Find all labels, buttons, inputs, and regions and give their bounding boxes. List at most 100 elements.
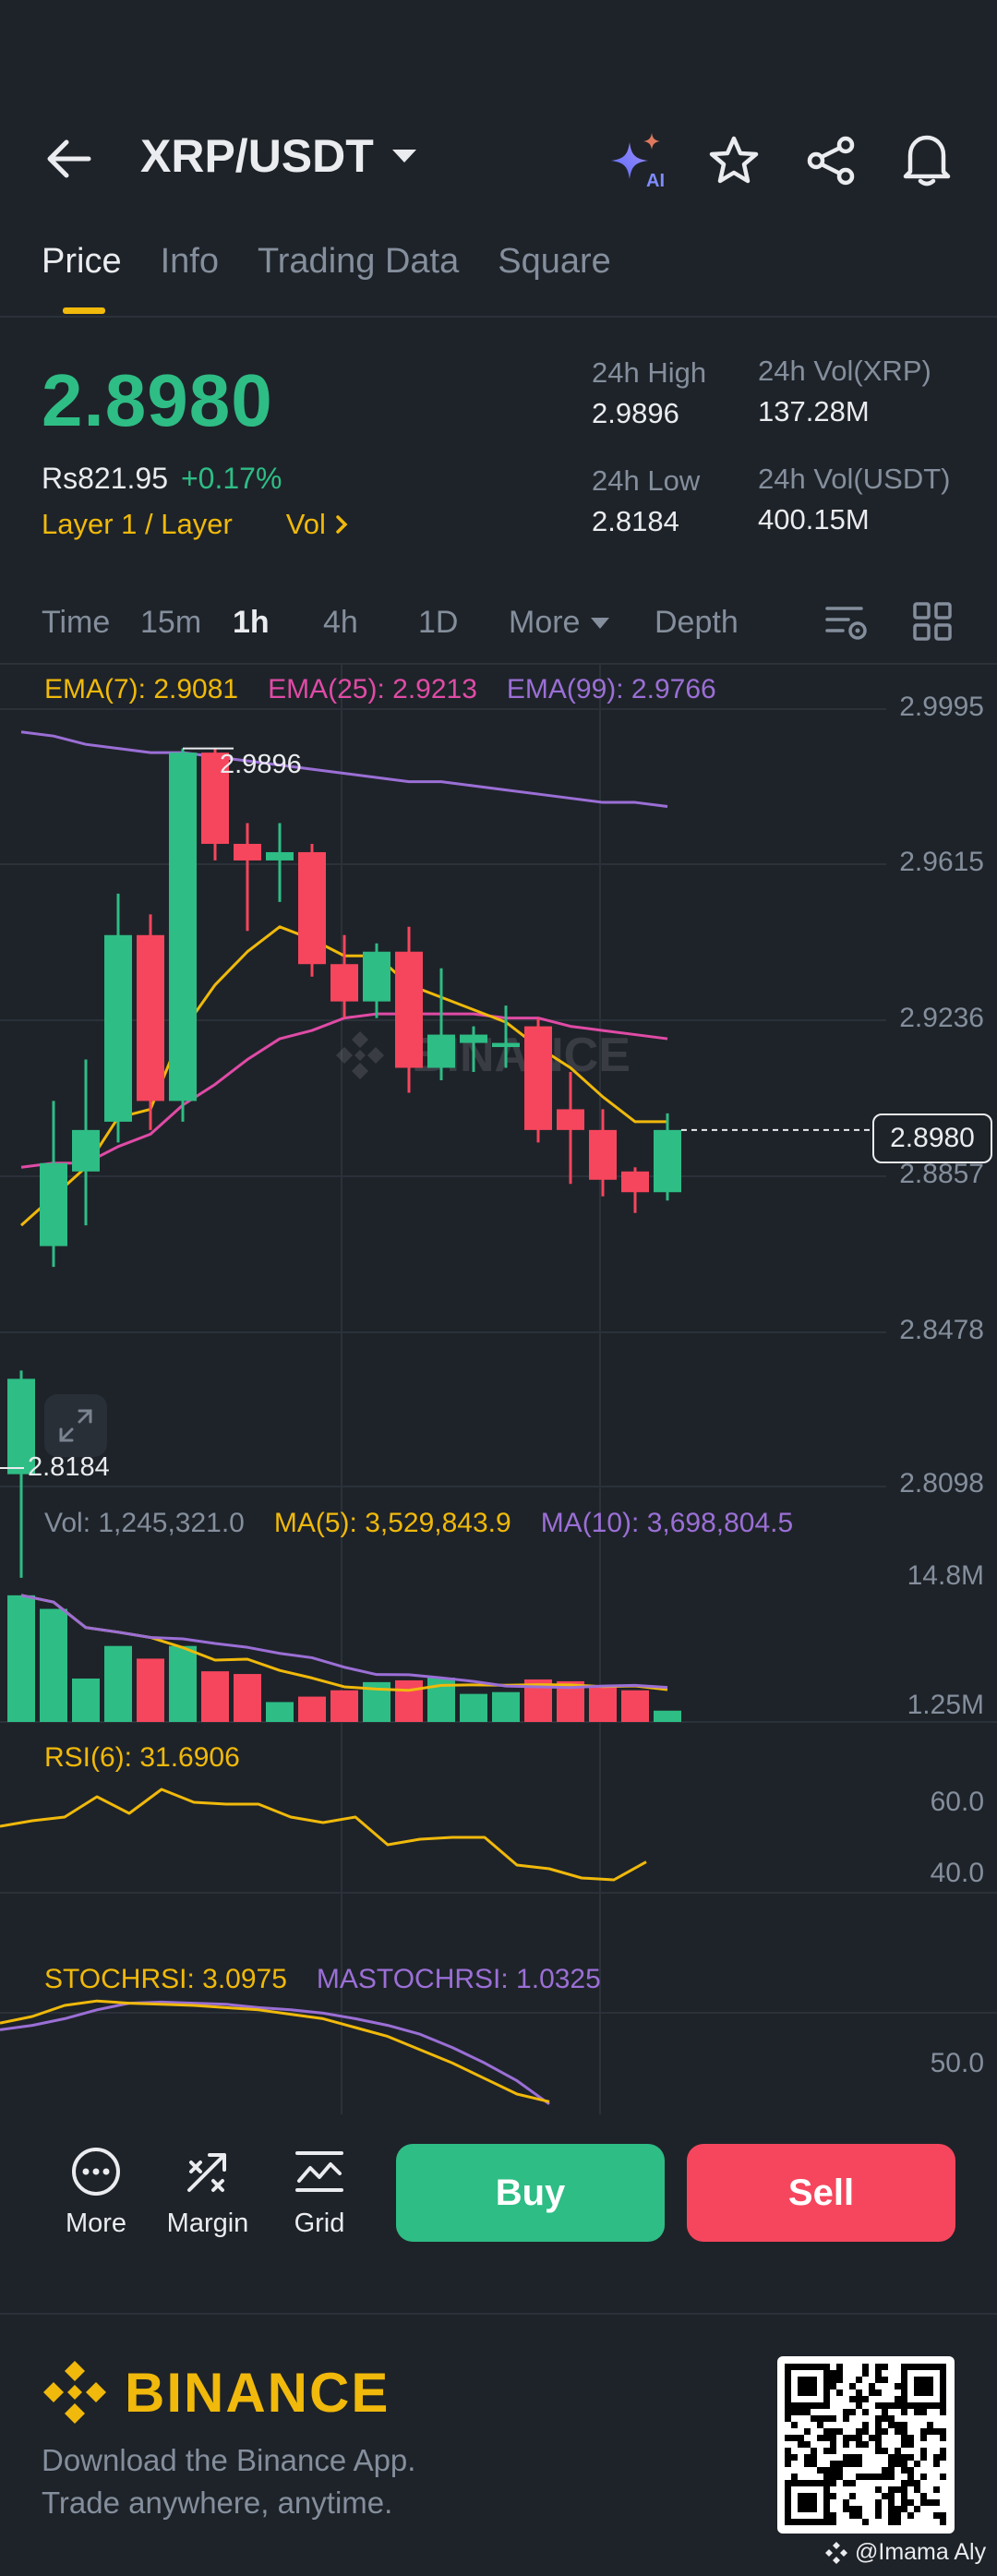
share-button[interactable] <box>805 135 857 187</box>
qr-module <box>849 2435 856 2441</box>
timeframe-4h[interactable]: 4h <box>323 605 358 640</box>
tab-info[interactable]: Info <box>160 242 219 281</box>
alert-button[interactable] <box>901 131 953 187</box>
footer-brand: BINANCE <box>42 2359 390 2426</box>
timeframe-more[interactable]: More <box>509 605 611 641</box>
qr-module <box>882 2428 888 2435</box>
volume-bar <box>492 1691 520 1722</box>
qr-module <box>849 2396 856 2402</box>
candle-body <box>7 1378 35 1475</box>
last-price: 2.8980 <box>42 359 273 441</box>
stochrsi-lines <box>0 1999 550 2106</box>
qr-module <box>785 2448 791 2454</box>
candle-body <box>460 1034 487 1043</box>
tab-price[interactable]: Price <box>42 242 122 281</box>
timeframe-1h[interactable]: 1h <box>233 605 270 640</box>
axis-label: 2.8478 <box>899 1315 984 1345</box>
qr-module <box>888 2402 895 2409</box>
depth-tab[interactable]: Depth <box>655 605 739 640</box>
qr-module <box>791 2422 798 2428</box>
qr-module <box>862 2441 869 2448</box>
stat-value: 400.15M <box>758 503 870 536</box>
qr-module <box>791 2454 798 2461</box>
fullscreen-button[interactable] <box>44 1394 107 1457</box>
qr-module <box>836 2428 843 2435</box>
qr-module <box>836 2461 843 2467</box>
qr-module <box>882 2364 888 2370</box>
qr-module <box>836 2389 843 2396</box>
layout-grid-button[interactable] <box>912 601 953 642</box>
qr-module <box>907 2454 914 2461</box>
qr-module <box>843 2461 849 2467</box>
qr-module <box>920 2435 927 2441</box>
qr-module <box>875 2422 882 2428</box>
qr-module <box>811 2415 817 2422</box>
volume-bar <box>137 1658 164 1722</box>
category-tag[interactable]: Layer 1 / Layer <box>42 508 233 540</box>
qr-module <box>882 2448 888 2454</box>
qr-module <box>888 2474 895 2480</box>
tab-square[interactable]: Square <box>498 242 611 281</box>
chart-markers <box>0 747 872 1469</box>
qr-module <box>791 2435 798 2441</box>
qr-module <box>791 2474 798 2480</box>
qr-module <box>882 2377 888 2383</box>
timeframe-15m[interactable]: 15m <box>140 605 202 640</box>
pair-selector[interactable]: XRP/USDT <box>140 129 418 183</box>
indicator-settings-button[interactable] <box>824 601 869 644</box>
price-chart[interactable]: BINANCE <box>0 665 997 2114</box>
more-dots-icon <box>72 2148 120 2196</box>
credit-logo-icon <box>825 2541 847 2564</box>
candle-body <box>234 843 261 861</box>
qr-module <box>791 2409 798 2415</box>
qr-module <box>843 2480 849 2486</box>
qr-module <box>856 2454 862 2461</box>
qr-module <box>875 2512 882 2519</box>
more-tool[interactable]: More <box>54 2146 138 2239</box>
qr-module <box>811 2448 817 2454</box>
vol-link[interactable]: Vol <box>286 508 348 541</box>
qr-module <box>862 2396 869 2402</box>
chart-top-divider <box>0 663 997 665</box>
candle-body <box>298 851 326 965</box>
qr-module <box>882 2409 888 2415</box>
qr-module <box>940 2448 946 2454</box>
qr-module <box>856 2377 862 2383</box>
qr-module <box>914 2506 920 2512</box>
qr-module <box>875 2377 882 2383</box>
buy-button[interactable]: Buy <box>396 2144 665 2242</box>
qr-module <box>882 2493 888 2499</box>
timeframe-time[interactable]: Time <box>42 605 111 640</box>
qr-module <box>895 2519 901 2525</box>
tab-trading-data[interactable]: Trading Data <box>257 242 460 281</box>
timeframe-more-label: More <box>509 605 581 640</box>
qr-module <box>882 2474 888 2480</box>
footer-divider <box>0 2313 997 2315</box>
qr-module <box>785 2435 791 2441</box>
qr-module <box>901 2499 907 2506</box>
margin-tool[interactable]: Margin <box>159 2146 257 2239</box>
rsi-label: RSI(6): 31.6906 <box>44 1742 240 1773</box>
margin-arrows-icon <box>187 2153 226 2192</box>
sell-button[interactable]: Sell <box>687 2144 955 2242</box>
qr-module <box>862 2428 869 2435</box>
qr-module <box>830 2519 836 2525</box>
qr-module <box>785 2409 791 2415</box>
qr-module <box>856 2512 862 2519</box>
timeframe-1d[interactable]: 1D <box>418 605 459 640</box>
qr-module <box>843 2499 849 2506</box>
qr-module <box>823 2428 830 2435</box>
qr-module <box>798 2435 804 2441</box>
stat-24h-vol-quote: 24h Vol(USDT) 400.15M <box>758 463 950 536</box>
qr-module <box>907 2499 914 2506</box>
back-button[interactable] <box>44 137 92 181</box>
qr-module <box>940 2454 946 2461</box>
favorite-button[interactable] <box>707 135 761 187</box>
ai-button[interactable]: AI <box>609 131 668 190</box>
qr-module <box>843 2409 849 2415</box>
vol-link-label: Vol <box>285 508 326 540</box>
qr-module <box>895 2383 901 2389</box>
qr-module <box>927 2422 933 2428</box>
grid-tool[interactable]: Grid <box>277 2146 362 2239</box>
qr-module <box>907 2467 914 2474</box>
